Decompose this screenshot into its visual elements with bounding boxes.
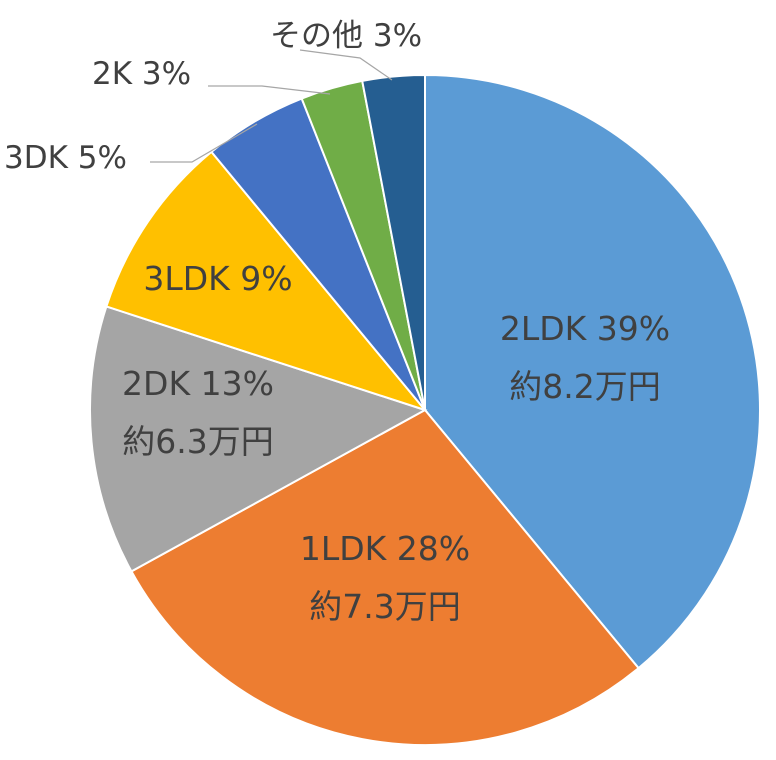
slice-price-2ldk: 約8.2万円 bbox=[509, 367, 660, 406]
leader-line-3dk bbox=[150, 123, 258, 163]
pie-slice-2dk bbox=[89, 305, 428, 573]
leader-line-other bbox=[299, 49, 393, 81]
slice-price-2dk: 約6.3万円 bbox=[122, 422, 273, 461]
slice-label-3dk: 3DK 5% bbox=[4, 140, 127, 176]
slice-label-2ldk: 2LDK 39% bbox=[500, 309, 670, 348]
slice-price-1ldk: 約7.3万円 bbox=[309, 587, 460, 626]
slice-label-other: その他 3% bbox=[270, 18, 422, 54]
pie-slice-2ldk bbox=[424, 73, 761, 670]
slice-label-2k: 2K 3% bbox=[92, 56, 191, 92]
leader-lines bbox=[150, 49, 393, 163]
pie-slice-3ldk bbox=[105, 150, 428, 413]
pie-slices bbox=[89, 73, 761, 746]
slice-label-1ldk: 1LDK 28% bbox=[300, 529, 470, 568]
leader-line-2k bbox=[208, 85, 331, 95]
slice-label-2dk: 2DK 13% bbox=[122, 364, 274, 403]
pie-slice-その他 bbox=[361, 73, 426, 411]
pie-slice-1ldk bbox=[130, 408, 640, 746]
slice-label-3ldk: 3LDK 9% bbox=[143, 259, 292, 298]
